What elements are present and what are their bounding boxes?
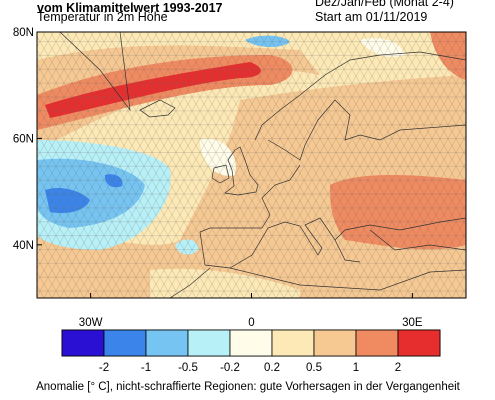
x-tick-label: 30E: [402, 317, 423, 329]
colorbar-box: [145, 329, 189, 357]
start-date: Start am 01/11/2019: [315, 10, 427, 24]
y-tick-label: 80N: [13, 27, 34, 39]
colorbar-box: [187, 329, 231, 357]
map-field: [37, 32, 466, 298]
colorbar-label: 0.5: [306, 362, 322, 374]
colorbar-label: 0.2: [264, 362, 280, 374]
colorbar-label: -2: [99, 362, 109, 374]
colorbar-box: [103, 329, 147, 357]
y-tick-label: 40N: [13, 240, 34, 252]
season: Dez/Jan/Feb (Monat 2-4): [315, 0, 454, 9]
x-tick-label: 30W: [79, 317, 103, 329]
colorbar-label: -0.2: [220, 362, 240, 374]
x-tick-label: 0: [248, 317, 254, 329]
colorbar-label: 2: [395, 362, 401, 374]
colorbar-label: 1: [353, 362, 359, 374]
colorbar-box: [271, 329, 315, 357]
colorbar-box: [313, 329, 357, 357]
y-tick-label: 60N: [13, 133, 34, 145]
footer: Anomalie [° C], nicht-schraffierte Regio…: [36, 381, 461, 393]
colorbar-label: -0.5: [178, 362, 198, 374]
colorbar-box: [61, 329, 105, 357]
colorbar-box: [355, 329, 399, 357]
colorbar-box: [397, 329, 441, 357]
colorbar-box: [229, 329, 273, 357]
title-line2: Temperatur in 2m Höhe: [37, 10, 168, 24]
colorbar-label: -1: [141, 362, 151, 374]
title-line1: vom Klimamittelwert 1993-2017: [37, 1, 223, 15]
